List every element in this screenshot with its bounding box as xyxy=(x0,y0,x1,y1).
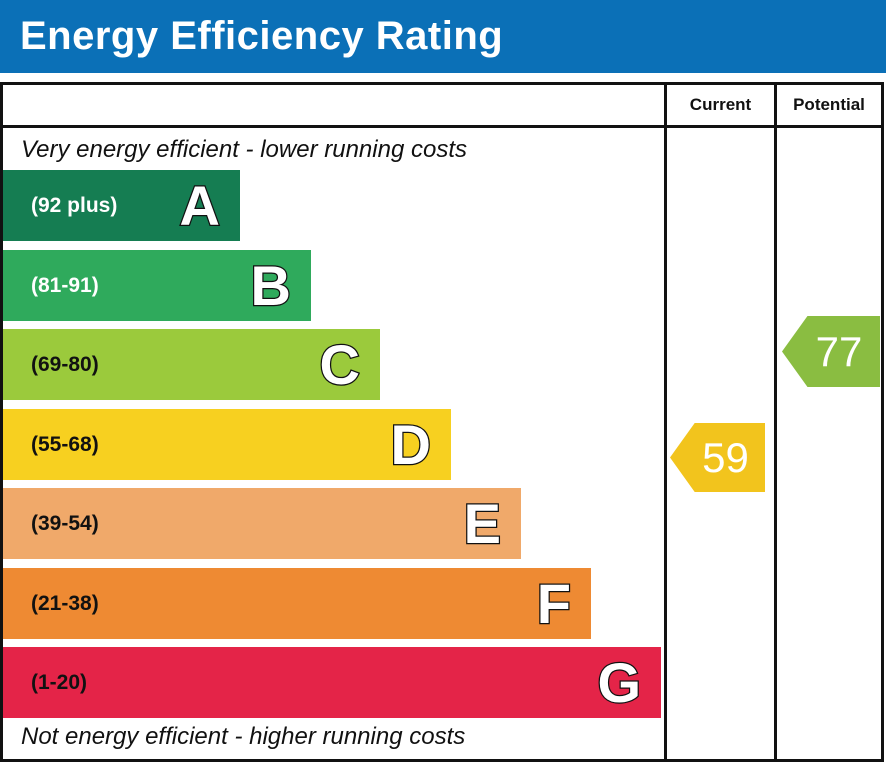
band-e: (39-54) E xyxy=(3,488,521,559)
potential-rating-value: 77 xyxy=(815,327,863,375)
current-rating-arrow: 59 xyxy=(670,423,765,492)
header-spacer-cell xyxy=(3,85,664,125)
potential-column-header: Potential xyxy=(774,85,881,125)
band-b-letter: B xyxy=(249,253,292,317)
band-f-letter: F xyxy=(536,571,573,635)
band-c-range: (69-80) xyxy=(31,352,99,376)
title-bar: Energy Efficiency Rating xyxy=(0,0,886,73)
band-g-range: (1-20) xyxy=(31,670,88,694)
band-a: (92 plus) A xyxy=(3,170,240,241)
band-d: (55-68) D xyxy=(3,409,451,480)
band-g-letter: G xyxy=(596,650,642,714)
top-note: Very energy efficient - lower running co… xyxy=(21,136,467,163)
table-header-row: Current Potential xyxy=(3,85,881,128)
band-b-range: (81-91) xyxy=(31,273,99,297)
band-a-letter: A xyxy=(178,173,221,237)
band-b: (81-91) B xyxy=(3,250,311,321)
band-a-range: (92 plus) xyxy=(31,193,118,217)
band-f: (21-38) F xyxy=(3,568,591,639)
current-column-header: Current xyxy=(664,85,774,125)
band-e-range: (39-54) xyxy=(31,511,99,535)
band-c: (69-80) C xyxy=(3,329,380,400)
band-g: (1-20) G xyxy=(3,647,661,718)
band-d-letter: D xyxy=(389,412,432,476)
band-c-letter: C xyxy=(318,332,361,396)
bands-column: Very energy efficient - lower running co… xyxy=(3,128,664,759)
band-f-range: (21-38) xyxy=(31,591,99,615)
current-column: 59 xyxy=(664,128,774,759)
bottom-note: Not energy efficient - higher running co… xyxy=(21,723,466,750)
rating-table: Current Potential Very energy efficient … xyxy=(0,82,884,762)
current-rating-value: 59 xyxy=(702,433,749,481)
band-e-letter: E xyxy=(462,491,502,555)
potential-column: 77 xyxy=(774,128,881,759)
page-title: Energy Efficiency Rating xyxy=(20,14,504,58)
potential-rating-arrow: 77 xyxy=(782,316,880,387)
table-body: Very energy efficient - lower running co… xyxy=(3,128,881,759)
band-d-range: (55-68) xyxy=(31,432,99,456)
